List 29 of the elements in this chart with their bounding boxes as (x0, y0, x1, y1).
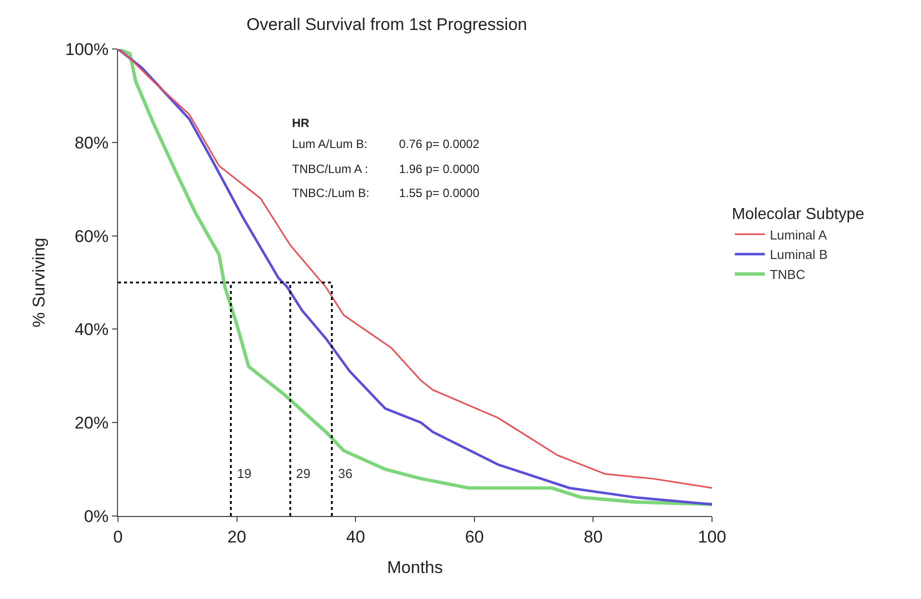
y-tick-label: 20% (74, 414, 109, 433)
legend-label: Luminal A (770, 227, 828, 242)
annotation: HR (292, 116, 310, 130)
ref-line-label: 29 (296, 466, 310, 481)
y-tick-label: 0% (84, 506, 109, 526)
x-tick-label: 0 (113, 527, 123, 546)
annotation: TNBC:/Lum B: (292, 186, 370, 200)
y-tick-label: 80% (74, 133, 109, 152)
x-tick-label: 40 (346, 527, 366, 546)
x-tick-label: 60 (464, 527, 484, 546)
x-tick-label: 20 (227, 527, 246, 546)
annotation: 1.96 p= 0.0000 (399, 162, 480, 176)
annotation: 1.55 p= 0.0000 (399, 186, 480, 200)
y-axis-title: % Surviving (30, 238, 49, 328)
x-axis-title: Months (387, 558, 443, 577)
x-tick-label: 80 (584, 527, 603, 546)
annotation: 0.76 p= 0.0002 (399, 137, 480, 151)
legend-label: Luminal B (770, 247, 828, 262)
y-tick-label: 100% (65, 40, 109, 59)
y-tick-label: 60% (74, 226, 109, 246)
legend-label: TNBC (770, 267, 806, 282)
annotation: TNBC/Lum A : (292, 162, 368, 176)
y-tick-label: 40% (74, 320, 109, 340)
chart-title: Overall Survival from 1st Progression (246, 14, 528, 34)
ref-line-label: 19 (237, 466, 252, 481)
ref-line-label: 36 (338, 466, 352, 481)
legend-title: Molecolar Subtype (732, 206, 864, 224)
x-tick-label: 100 (698, 527, 726, 546)
annotation: Lum A/Lum B: (292, 137, 368, 151)
